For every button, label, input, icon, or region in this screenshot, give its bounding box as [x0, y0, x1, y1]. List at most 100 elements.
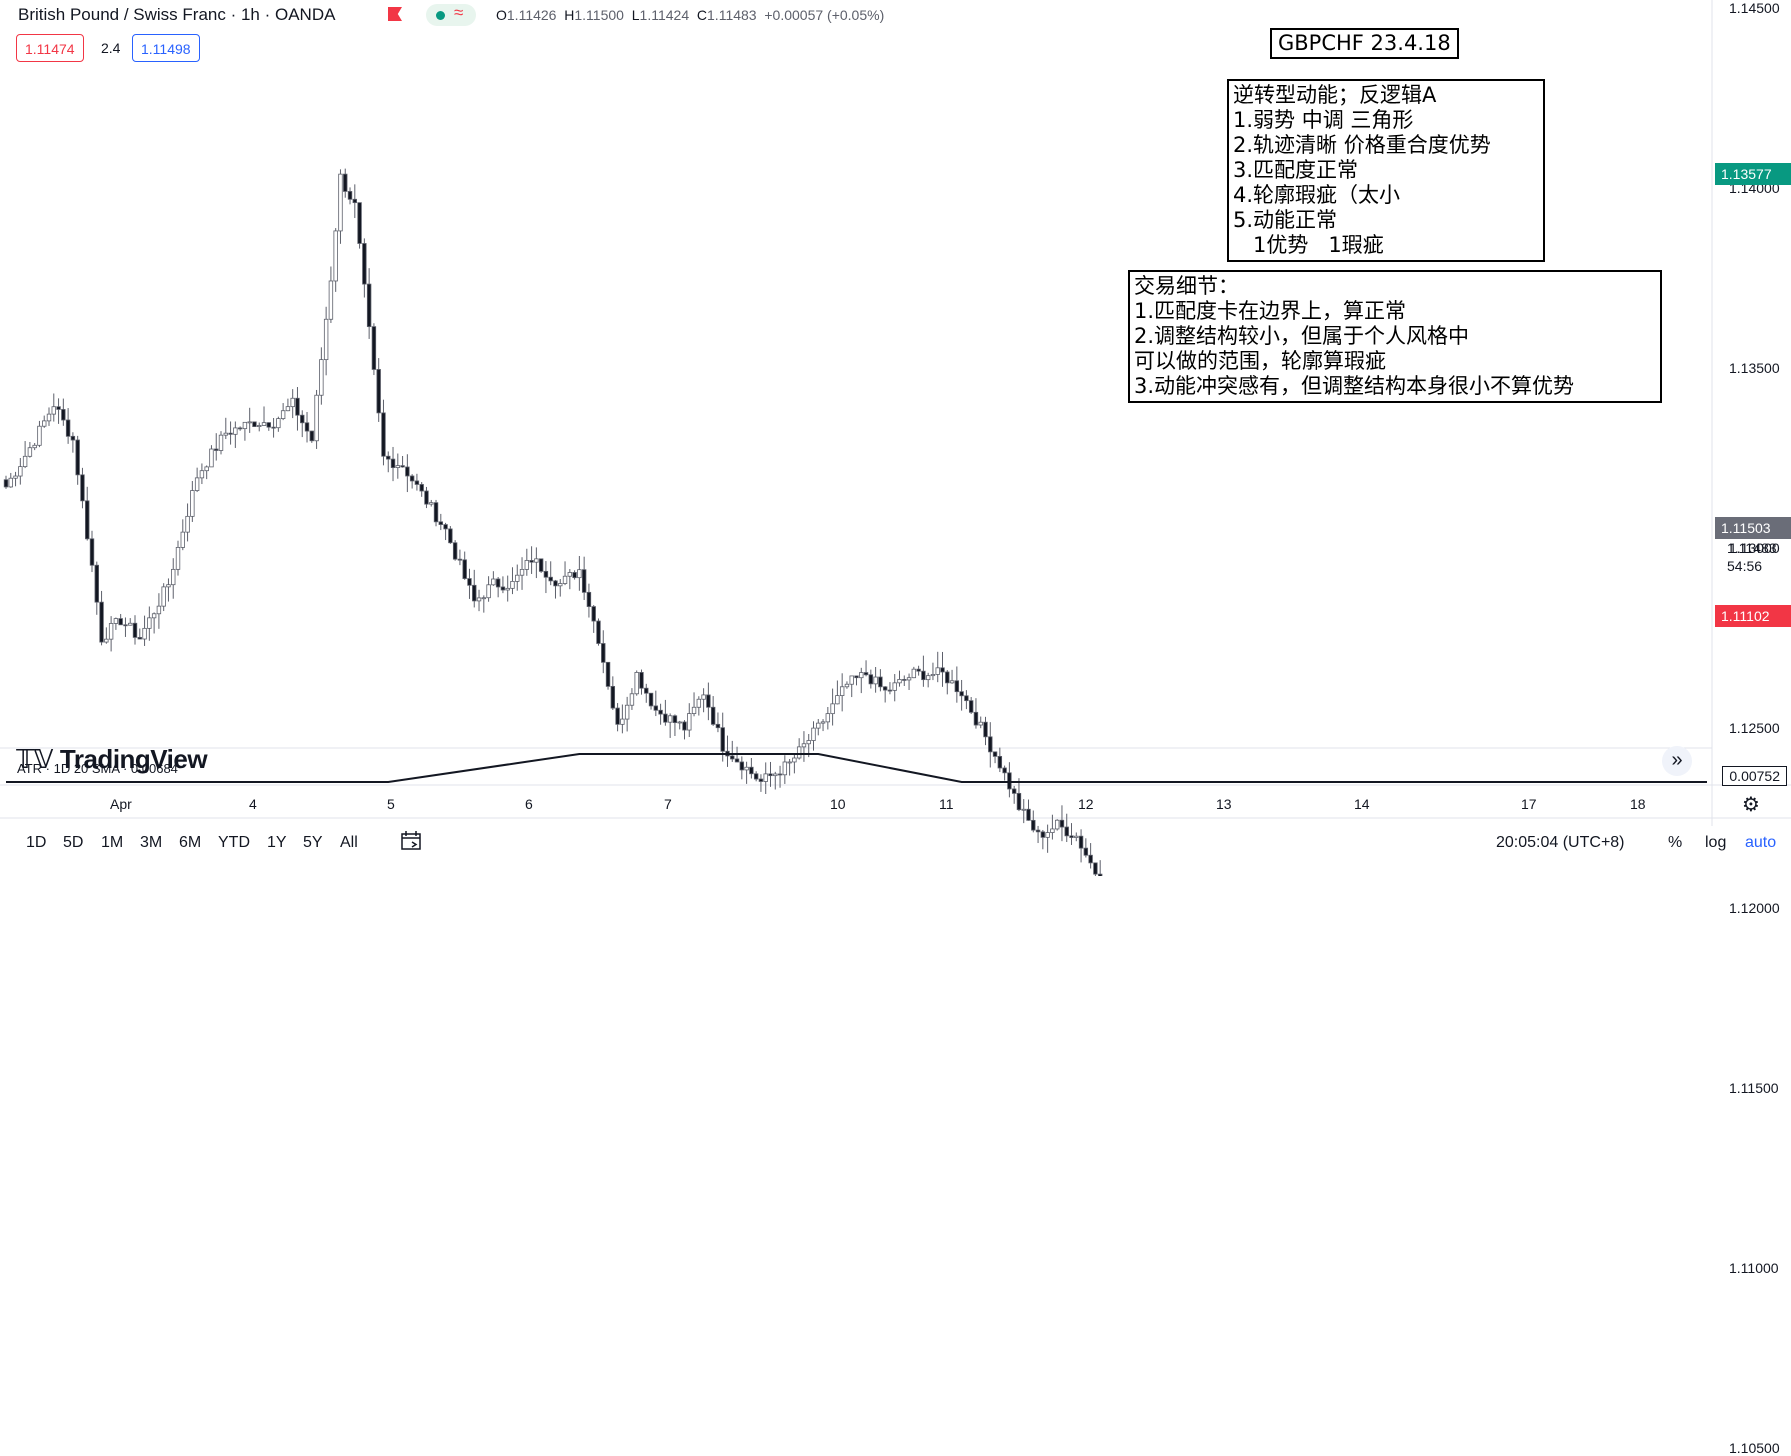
- range-button-3m[interactable]: 3M: [140, 834, 163, 851]
- tradingview-watermark: 𝕋𝕍 TradingView: [16, 744, 208, 775]
- range-button-5d[interactable]: 5D: [63, 834, 84, 851]
- price-tick-label: 1.12000: [1729, 900, 1780, 916]
- candle-down: [591, 606, 596, 622]
- log-scale-toggle[interactable]: log: [1705, 834, 1727, 851]
- candle-down: [916, 668, 921, 672]
- candle-up: [32, 444, 37, 449]
- price-tick-label: 1.11500: [1729, 1080, 1779, 1096]
- flag-icon[interactable]: [388, 7, 402, 21]
- candle-up: [22, 455, 28, 468]
- low-label: L: [631, 7, 640, 23]
- candle-up: [844, 683, 850, 688]
- candle-down: [70, 435, 76, 441]
- candle-up: [806, 740, 811, 745]
- candle-down: [457, 558, 463, 561]
- settings-gear-icon[interactable]: ⚙: [1742, 794, 1760, 816]
- candle-down: [749, 766, 754, 775]
- candle-down: [758, 778, 764, 782]
- candle-up: [104, 638, 109, 643]
- candle-up: [820, 721, 826, 724]
- candle-up: [171, 568, 176, 586]
- candle-up: [763, 773, 768, 782]
- candle-down: [672, 715, 678, 724]
- candle-up: [629, 693, 635, 706]
- candle-up: [906, 677, 912, 681]
- annotation-box-trade-details[interactable]: 交易细节： 1.匹配度卡在边界上，算正常 2.调整结构较小，但属于个人风格中 可…: [1128, 270, 1662, 403]
- scroll-to-latest-button[interactable]: »: [1662, 746, 1692, 776]
- candle-up: [338, 173, 343, 232]
- percent-scale-toggle[interactable]: %: [1668, 834, 1683, 851]
- double-chevron-right-icon: »: [1671, 749, 1683, 771]
- candle-down: [863, 672, 869, 676]
- candle-down: [433, 502, 439, 523]
- candle-down: [605, 661, 611, 687]
- atr-legend[interactable]: ATR · 1D 20 SMA · 0.00684: [17, 761, 178, 776]
- time-tick-label: 18: [1630, 796, 1646, 812]
- candle-down: [1035, 829, 1041, 833]
- candle-up: [185, 515, 190, 533]
- candle-down: [386, 455, 391, 460]
- price-tick-label: 1.14500: [1729, 0, 1780, 16]
- candle-down: [653, 705, 659, 711]
- market-status-pill[interactable]: ≈: [426, 3, 476, 26]
- candle-down: [89, 538, 95, 566]
- market-open-dot-icon: [436, 11, 445, 20]
- candle-down: [945, 671, 950, 684]
- sell-button[interactable]: 1.11474: [16, 34, 84, 62]
- candle-down: [366, 283, 372, 328]
- price-chart[interactable]: [0, 0, 1791, 876]
- candle-up: [634, 672, 639, 695]
- atr-line: [6, 753, 1707, 783]
- candle-down: [75, 439, 80, 476]
- range-button-1d[interactable]: 1D: [26, 834, 47, 851]
- auto-scale-toggle[interactable]: auto: [1745, 834, 1777, 851]
- buy-button[interactable]: 1.11498: [132, 34, 200, 62]
- range-button-1y[interactable]: 1Y: [267, 834, 287, 851]
- candle-up: [333, 230, 338, 282]
- candle-up: [128, 622, 133, 626]
- candle-up: [792, 757, 797, 763]
- candle-up: [199, 470, 205, 479]
- time-tick-label: Apr: [110, 796, 132, 812]
- range-button-all[interactable]: All: [340, 834, 358, 851]
- candle-up: [534, 558, 539, 563]
- candle-down: [309, 430, 314, 442]
- candle-up: [108, 623, 114, 640]
- candle-down: [648, 692, 654, 707]
- candle-up: [156, 605, 162, 615]
- candle-up: [624, 704, 630, 720]
- candle-up: [892, 682, 897, 691]
- candle-up: [1054, 819, 1060, 830]
- candle-up: [481, 597, 487, 600]
- candle-down: [715, 723, 721, 729]
- range-button-6m[interactable]: 6M: [179, 834, 202, 851]
- candle-down: [988, 736, 993, 753]
- symbol-title[interactable]: British Pound / Swiss Franc · 1h · OANDA: [18, 5, 336, 24]
- candle-down: [266, 422, 271, 428]
- bar-countdown: 54:56: [1727, 558, 1763, 574]
- candle-down: [65, 419, 71, 437]
- time-tick-label: 7: [664, 796, 672, 812]
- candle-up: [323, 318, 329, 361]
- last-close-label: 1.11483: [1727, 540, 1777, 556]
- price-label-green: 1.13577: [1715, 163, 1791, 185]
- candle-up: [825, 713, 831, 723]
- candle-down: [132, 622, 138, 638]
- candle-down: [964, 695, 969, 702]
- candle-down: [1002, 767, 1007, 774]
- candle-down: [902, 679, 907, 681]
- time-tick-label: 5: [387, 796, 395, 812]
- candle-down: [452, 542, 458, 560]
- candle-up: [261, 422, 267, 426]
- range-button-5y[interactable]: 5Y: [303, 834, 323, 851]
- candle-down: [94, 564, 99, 603]
- candle-down: [362, 243, 367, 285]
- date-range-calendar-icon[interactable]: [398, 829, 424, 853]
- annotation-title[interactable]: GBPCHF 23.4.18: [1270, 28, 1459, 59]
- clock-timezone[interactable]: 20:05:04 (UTC+8): [1496, 834, 1625, 851]
- range-button-1m[interactable]: 1M: [101, 834, 124, 851]
- candle-up: [620, 718, 625, 725]
- candle-down: [99, 601, 104, 643]
- range-button-ytd[interactable]: YTD: [218, 834, 250, 851]
- annotation-box-analysis[interactable]: 逆转型动能；反逻辑A 1.弱势 中调 三角形 2.轨迹清晰 价格重合度优势 3.…: [1227, 79, 1545, 262]
